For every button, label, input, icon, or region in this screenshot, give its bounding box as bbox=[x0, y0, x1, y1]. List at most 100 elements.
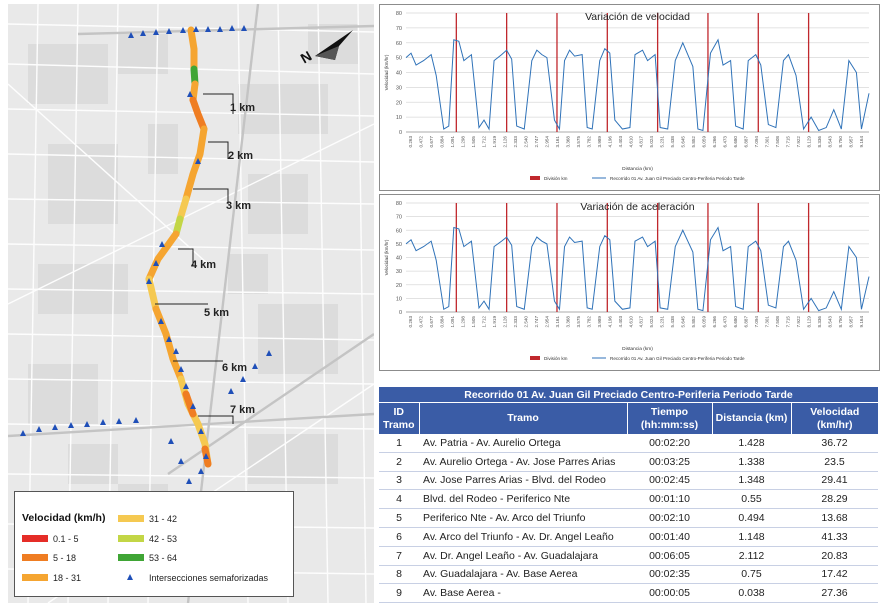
cell-tiempo: 00:06:05 bbox=[627, 546, 712, 566]
cell-tiempo: 00:01:10 bbox=[627, 489, 712, 510]
cell-velocidad: 41.33 bbox=[791, 527, 878, 547]
cell-tramo: Periferico Nte - Av. Arco del Triunfo bbox=[419, 508, 627, 528]
x-tick-label: 8.336 bbox=[817, 136, 822, 148]
km-marker-2: 2 km bbox=[228, 150, 254, 162]
x-tick-label: 0.677 bbox=[429, 136, 434, 148]
x-tick-label: 4.610 bbox=[628, 136, 633, 148]
x-tick-label: 6.266 bbox=[712, 316, 717, 328]
x-tick-label: 6.680 bbox=[733, 316, 738, 328]
acceleration-chart-svg: 0 10 20 30 40 50 60 70 80 0.263 0.472 0.677 0.884 1.0… bbox=[384, 201, 870, 361]
cell-velocidad: 23.5 bbox=[791, 452, 878, 472]
x-tick-label: 1.712 bbox=[481, 316, 486, 328]
cell-id: 4 bbox=[379, 489, 419, 510]
header-tramo: Tramo bbox=[418, 402, 627, 434]
legend-label-4: 31 - 42 bbox=[149, 514, 178, 524]
table-row: 5 Periferico Nte - Av. Arco del Triunfo 00… bbox=[379, 508, 878, 528]
table-row: 2 Av. Aurelio Ortega - Av. Jose Parres Ar… bbox=[379, 452, 878, 472]
signal-icon bbox=[127, 574, 133, 580]
x-tick-label: 0.263 bbox=[408, 316, 413, 328]
km-marker-6: 6 km bbox=[222, 362, 248, 374]
table-row: 6 Av. Arco del Triunfo - Av. Dr. Angel Le… bbox=[379, 527, 878, 547]
x-tick-label: 3.161 bbox=[555, 136, 560, 148]
x-tick-label: 5.438 bbox=[670, 316, 675, 328]
x-tick-label: 1.919 bbox=[492, 316, 497, 328]
table-header-row: ID Tramo Tramo Tiempo (hh:mm:ss) Distancia … bbox=[379, 402, 878, 434]
x-tick-label: 3.368 bbox=[565, 136, 570, 148]
x-tick-label: 7.508 bbox=[775, 316, 780, 328]
x-tick-label: 4.196 bbox=[607, 316, 612, 328]
y-tick-label: 0 bbox=[399, 130, 402, 136]
x-tick-label: 7.094 bbox=[754, 316, 759, 328]
y-tick-label: 50 bbox=[396, 242, 402, 248]
cell-id: 1 bbox=[379, 434, 419, 453]
x-tick-label: 5.645 bbox=[681, 316, 686, 328]
x-tick-label: 5.645 bbox=[681, 136, 686, 148]
x-tick-label: 1.505 bbox=[471, 316, 476, 328]
velocity-series-line bbox=[405, 226, 870, 312]
cell-tramo: Av. Jose Parres Arias - Blvd. del Rodeo bbox=[419, 471, 627, 491]
x-tick-label: 8.750 bbox=[838, 136, 843, 148]
x-tick-label: 0.677 bbox=[429, 316, 434, 328]
x-tick-label: 2.126 bbox=[502, 136, 507, 148]
y-axis-label: Velocidad (km/hr) bbox=[384, 239, 389, 275]
cell-tiempo: 00:02:35 bbox=[627, 565, 712, 585]
cell-distancia: 1.148 bbox=[712, 527, 791, 547]
legend-division-swatch bbox=[530, 176, 540, 180]
cell-velocidad: 13.68 bbox=[791, 508, 878, 528]
acceleration-chart: 0 10 20 30 40 50 60 70 80 0.263 0.472 0.677 0.884 1.0… bbox=[379, 194, 880, 371]
x-tick-label: 2.540 bbox=[523, 316, 528, 328]
y-tick-label: 30 bbox=[396, 85, 402, 91]
x-tick-label: 5.024 bbox=[649, 136, 654, 148]
legend-swatch-1 bbox=[22, 535, 48, 542]
x-tick-label: 2.126 bbox=[502, 316, 507, 328]
velocity-chart: 0 10 20 30 40 50 60 70 80 0.263 0.472 0.677 0.884 1.0… bbox=[379, 4, 880, 191]
cell-distancia: 0.75 bbox=[712, 565, 791, 585]
legend-label-6: 53 - 64 bbox=[149, 553, 178, 563]
x-tick-label: 3.575 bbox=[576, 316, 581, 328]
header-tiempo: Tiempo (hh:mm:ss) bbox=[626, 402, 712, 434]
x-tick-label: 8.129 bbox=[807, 316, 812, 328]
x-tick-label: 2.747 bbox=[534, 316, 539, 328]
x-tick-label: 8.543 bbox=[828, 316, 833, 328]
x-tick-label: 1.091 bbox=[450, 316, 455, 328]
x-tick-label: 6.059 bbox=[702, 316, 707, 328]
y-tick-label: 80 bbox=[396, 201, 402, 207]
cell-tiempo: 00:00:05 bbox=[627, 583, 712, 604]
route-line bbox=[145, 26, 212, 468]
x-tick-label: 4.403 bbox=[618, 136, 623, 148]
x-tick-label: 3.782 bbox=[586, 316, 591, 328]
x-tick-label: 6.680 bbox=[733, 136, 738, 148]
x-tick-label: 7.715 bbox=[786, 316, 791, 328]
x-tick-label: 2.954 bbox=[544, 136, 549, 148]
x-tick-label: 3.368 bbox=[565, 316, 570, 328]
x-tick-label: 6.473 bbox=[723, 316, 728, 328]
y-tick-label: 0 bbox=[399, 310, 402, 316]
x-tick-label: 3.989 bbox=[597, 316, 602, 328]
table-body: 1 Av. Patria - Av. Aurelio Ortega 00:02:20… bbox=[379, 434, 878, 604]
y-tick-label: 10 bbox=[396, 296, 402, 302]
km-marker-7: 7 km bbox=[230, 404, 256, 416]
x-tick-label: 5.231 bbox=[660, 316, 665, 328]
table-row: 8 Av. Guadalajara - Av. Base Aerea 00:02:3… bbox=[379, 565, 878, 585]
cell-id: 8 bbox=[379, 565, 419, 585]
table-title: Recorrido 01 Av. Juan Gil Preciado Centr… bbox=[379, 387, 878, 403]
cell-tramo: Av. Dr. Angel Leaño - Av. Guadalajara bbox=[419, 546, 627, 566]
x-tick-label: 6.059 bbox=[702, 136, 707, 148]
x-tick-label: 0.472 bbox=[418, 136, 423, 148]
legend-label-3: 18 - 31 bbox=[53, 573, 82, 583]
cell-tramo: Av. Base Aerea - bbox=[419, 583, 627, 604]
cell-id: 9 bbox=[379, 583, 419, 604]
cell-id: 7 bbox=[379, 546, 419, 566]
km-marker-5: 5 km bbox=[204, 307, 230, 319]
table-row: 1 Av. Patria - Av. Aurelio Ortega 00:02:20… bbox=[379, 434, 878, 453]
y-tick-label: 60 bbox=[396, 228, 402, 234]
x-tick-label: 2.333 bbox=[513, 136, 518, 148]
x-tick-label: 8.957 bbox=[849, 136, 854, 148]
cell-tramo: Blvd. del Rodeo - Periferico Nte bbox=[419, 489, 627, 510]
y-tick-label: 70 bbox=[396, 215, 402, 221]
y-tick-label: 70 bbox=[396, 26, 402, 32]
y-tick-label: 20 bbox=[396, 100, 402, 106]
y-tick-label: 20 bbox=[396, 283, 402, 289]
x-tick-label: 8.543 bbox=[828, 136, 833, 148]
city-blocks bbox=[28, 24, 358, 524]
